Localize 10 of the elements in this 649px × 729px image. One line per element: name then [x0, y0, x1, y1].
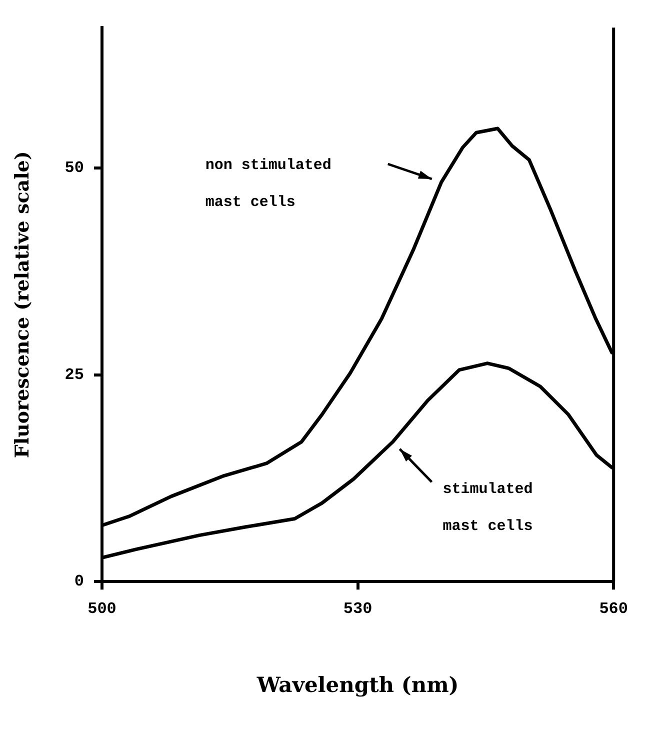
- y-axis-title: Fluorescence (relative scale): [11, 151, 34, 458]
- x-tick-label: 560: [599, 600, 628, 618]
- x-tick-label: 530: [343, 600, 372, 618]
- y-tick-label: 0: [74, 572, 84, 591]
- text: stimulated mast cells: [442, 481, 533, 536]
- x-tick-label: 500: [88, 600, 116, 618]
- y-tick-label: 50: [64, 159, 84, 178]
- y-tick-label: 25: [64, 366, 84, 384]
- text: non stimulated mast cells: [205, 156, 332, 211]
- x-axis-title: Wavelength (nm): [256, 672, 459, 697]
